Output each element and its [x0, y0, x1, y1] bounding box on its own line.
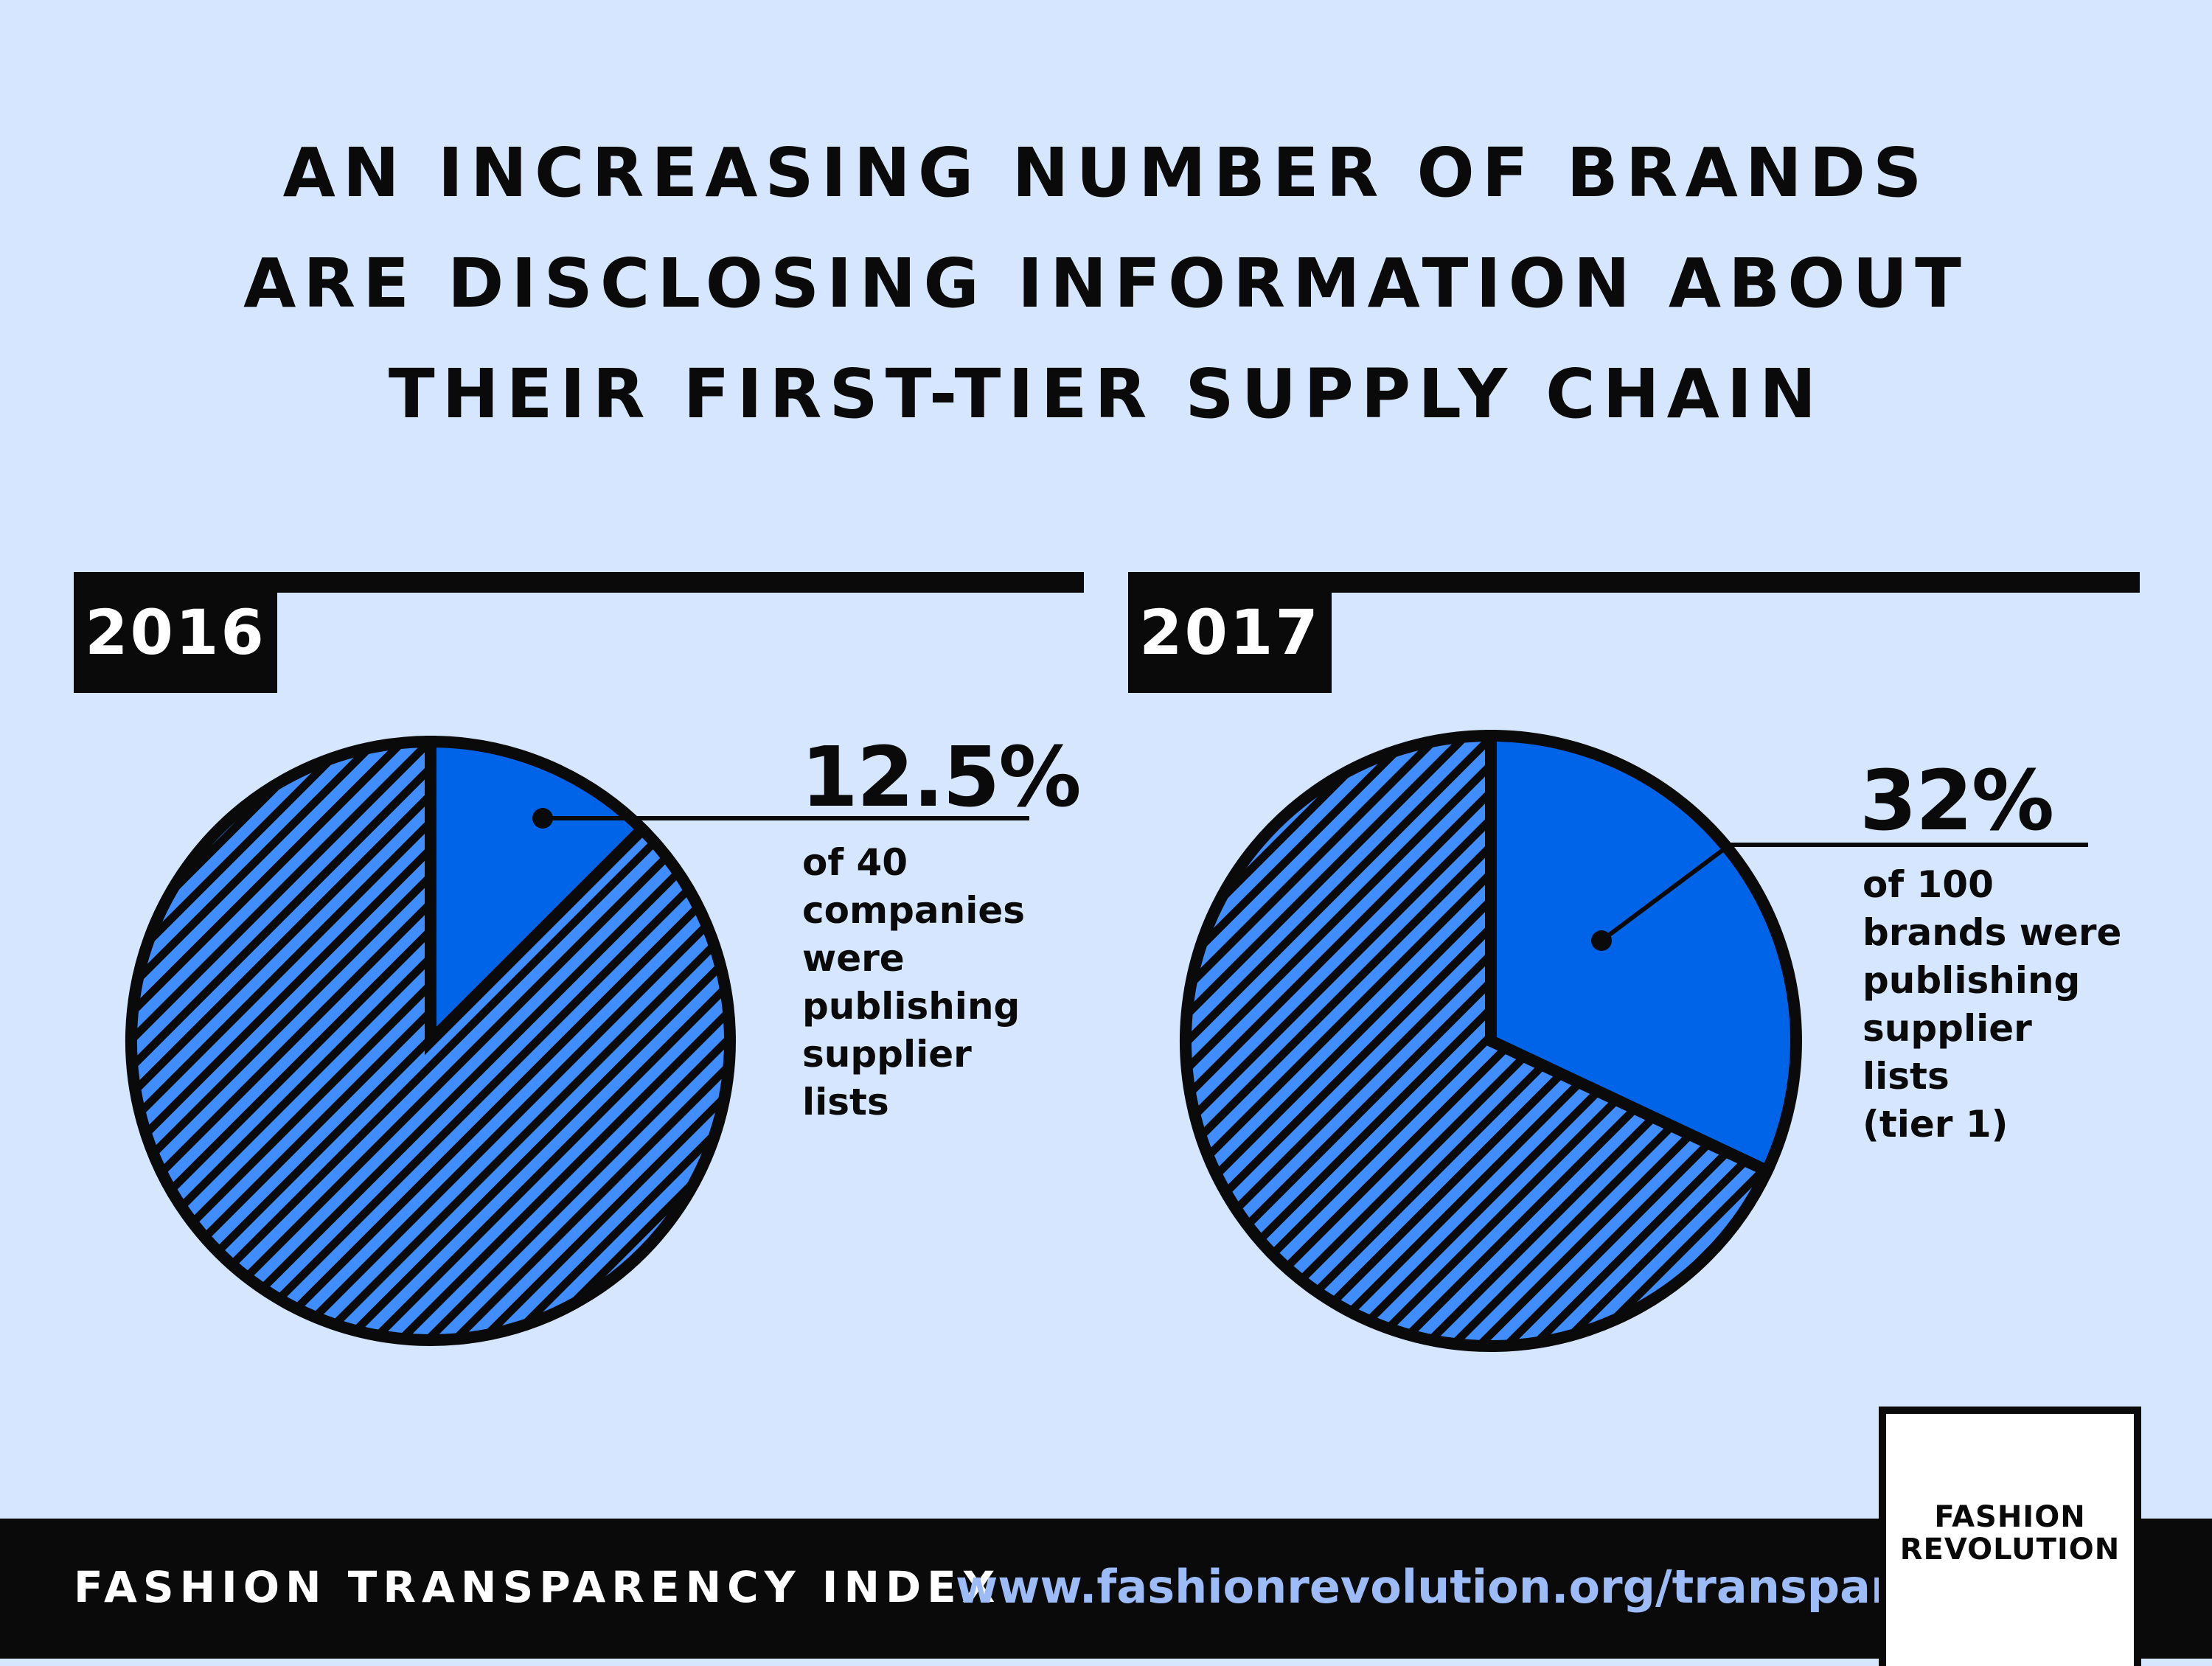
description-2016-line: supplier [802, 1033, 972, 1076]
page-title: AN INCREASING NUMBER OF BRANDS ARE DISCL… [0, 118, 2212, 450]
footer-url-link[interactable]: www.fashionrevolution.org/transparency [956, 1560, 2014, 1614]
description-2016-line: publishing [802, 985, 1020, 1028]
year-2017-label: 2017 [1128, 572, 1332, 693]
year-2016-label: 2016 [74, 572, 277, 693]
description-2016: of 40 companies were publishing supplier… [802, 839, 1068, 1126]
title-line-2: ARE DISCLOSING INFORMATION ABOUT [243, 244, 1969, 323]
logo-line-1: FASHION [1934, 1500, 2086, 1534]
description-2016-line: of 40 [802, 841, 908, 884]
description-2016-line: were [802, 937, 905, 980]
description-2017-line: supplier [1863, 1007, 2032, 1050]
percentage-2016: 12.5% [801, 730, 1082, 826]
pie-chart-2016 [125, 735, 1029, 1346]
fashion-revolution-logo: FASHION REVOLUTION [1886, 1501, 2134, 1566]
leader-line-2017 [1600, 843, 2088, 943]
description-2017-line: brands were [1863, 911, 2122, 954]
footer-index-label: FASHION TRANSPARENCY INDEX [74, 1562, 1001, 1612]
description-2017-line: of 100 [1863, 863, 1994, 906]
description-2017: of 100 brands were publishing supplier l… [1863, 861, 2143, 1149]
description-2017-line: (tier 1) [1863, 1103, 2008, 1146]
description-2017-line: publishing [1863, 959, 2081, 1002]
pie-chart-2017 [1180, 729, 2088, 1352]
leader-dot-2017 [1591, 930, 1612, 951]
logo-line-2: REVOLUTION [1899, 1533, 2121, 1566]
title-line-1: AN INCREASING NUMBER OF BRANDS [282, 133, 1930, 212]
pie-slice-2017-1 [1485, 729, 1802, 1179]
description-2017-line: lists [1863, 1055, 1950, 1098]
pie-slice-2016-2 [125, 735, 737, 1346]
description-2016-line: lists [802, 1081, 889, 1123]
logo-box [1879, 1407, 2141, 1666]
pie-slice-2017-2 [1180, 729, 1775, 1352]
percentage-2017: 32% [1860, 753, 2054, 849]
leader-dot-2016 [532, 808, 553, 829]
description-2016-line: companies [802, 889, 1026, 932]
title-line-3: THEIR FIRST-TIER SUPPLY CHAIN [388, 355, 1824, 433]
footer-bar [0, 1519, 2212, 1659]
